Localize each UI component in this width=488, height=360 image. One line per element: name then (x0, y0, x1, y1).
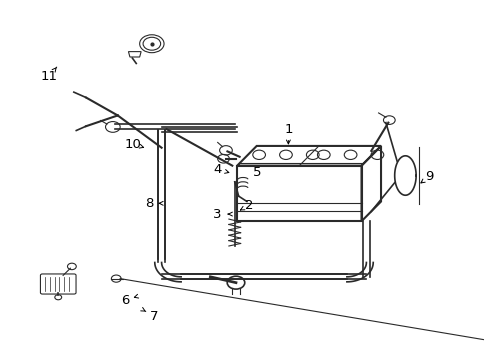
Text: 11: 11 (41, 69, 58, 82)
Text: 6: 6 (121, 294, 129, 307)
Text: 10: 10 (124, 138, 142, 150)
Text: 3: 3 (213, 208, 222, 221)
Text: 1: 1 (284, 123, 292, 136)
Text: 5: 5 (252, 166, 261, 179)
Text: 7: 7 (150, 310, 158, 323)
Text: 2: 2 (244, 199, 253, 212)
Text: 4: 4 (213, 163, 222, 176)
Text: 8: 8 (145, 197, 153, 210)
Text: 9: 9 (425, 170, 433, 183)
